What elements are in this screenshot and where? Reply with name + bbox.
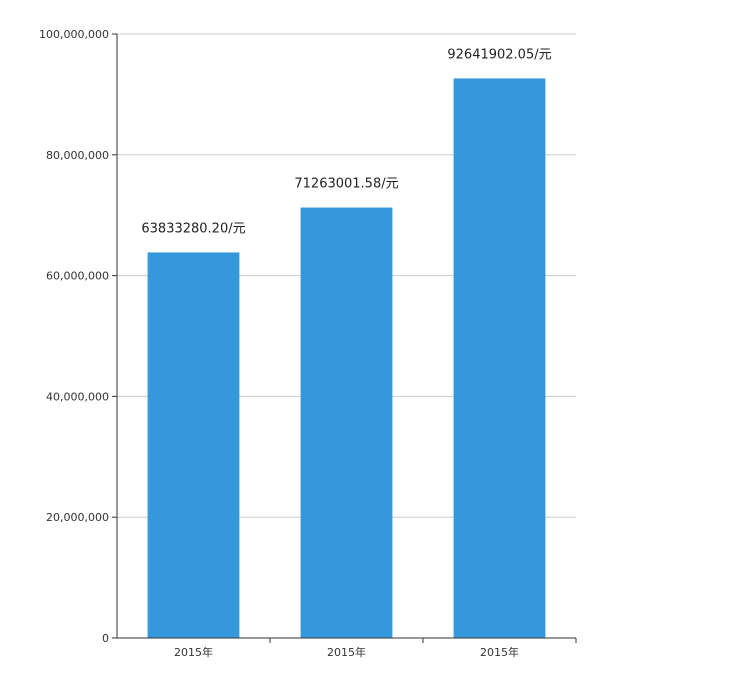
- bar-value-label: 71263001.58/元: [294, 177, 398, 192]
- x-tick-label: 2015年: [174, 645, 213, 659]
- bars: [147, 78, 546, 638]
- x-axis-ticks: 2015年 2015年 2015年: [174, 638, 577, 659]
- data-labels: 63833280.20/元 71263001.58/元 92641902.05/元: [141, 47, 551, 236]
- bar[interactable]: [453, 78, 546, 638]
- x-tick-label: 2015年: [327, 645, 366, 659]
- bar[interactable]: [300, 207, 393, 638]
- y-tick-label: 40,000,000: [46, 390, 109, 403]
- y-tick-label: 60,000,000: [46, 270, 109, 283]
- bar-value-label: 63833280.20/元: [141, 221, 245, 236]
- bar-value-label: 92641902.05/元: [447, 47, 551, 62]
- y-axis-ticks: 0 20,000,000 40,000,000 60,000,000 80,000,00…: [39, 28, 117, 645]
- bar[interactable]: [147, 252, 240, 638]
- y-tick-label: 20,000,000: [46, 511, 109, 524]
- y-tick-label: 100,000,000: [39, 28, 109, 41]
- x-tick-label: 2015年: [480, 645, 519, 659]
- axes: [116, 34, 576, 639]
- y-tick-label: 80,000,000: [46, 149, 109, 162]
- y-tick-label: 0: [102, 632, 109, 645]
